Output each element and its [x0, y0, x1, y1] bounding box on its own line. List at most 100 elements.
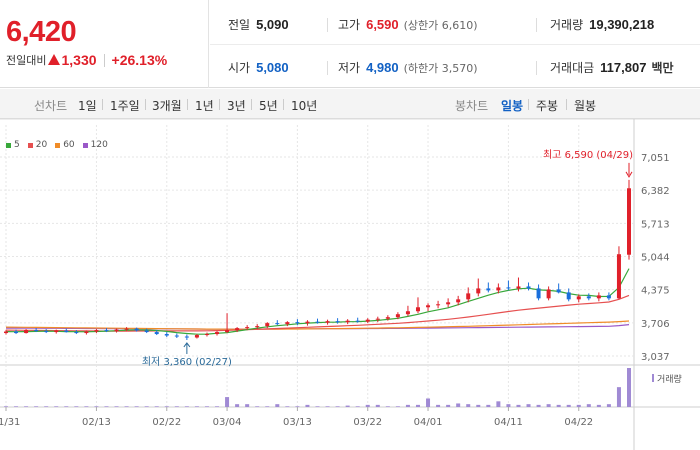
candle-body [305, 321, 310, 324]
candle-body [134, 328, 139, 331]
candle-body [265, 323, 270, 327]
change-row: 전일대비 1,330 +26.13% [6, 52, 167, 68]
high-arrow-head [625, 171, 633, 178]
row-divider [210, 44, 700, 45]
legend-ma120: 120 [82, 140, 108, 150]
volume-bar [596, 404, 601, 407]
period-1y[interactable]: 1년 [195, 99, 214, 113]
x-tick-label: 04/01 [414, 417, 443, 428]
candle-body [526, 286, 531, 289]
x-tick-label: 04/11 [494, 417, 523, 428]
volume-bar [325, 406, 330, 407]
up-triangle-icon [48, 53, 61, 65]
divider [283, 99, 284, 110]
open-stat: 시가 5,080 [228, 59, 289, 76]
period-10y[interactable]: 10년 [291, 99, 318, 113]
candle-body [415, 307, 420, 312]
period-3m[interactable]: 3개월 [152, 99, 182, 113]
volume-bar [556, 404, 561, 407]
period-3y[interactable]: 3년 [227, 99, 246, 113]
divider [536, 18, 537, 32]
candle-body [365, 319, 370, 322]
high-label: 고가 [338, 18, 361, 32]
candle-body [436, 304, 441, 306]
candle-body [466, 293, 471, 300]
legend-ma5: 5 [6, 140, 20, 150]
lower-limit: (하한가 3,570) [403, 62, 478, 75]
candle-body [315, 321, 320, 323]
volume-bar [466, 404, 471, 407]
candle-body [616, 254, 621, 299]
period-1d[interactable]: 1일 [78, 99, 97, 113]
low-arrow-head [183, 342, 191, 348]
candle-body [395, 314, 400, 318]
candle-body [476, 288, 481, 294]
y-tick-label: 5,044 [641, 253, 670, 264]
change-value: 1,330 [61, 52, 97, 68]
volume-bar [34, 406, 39, 407]
candle-monthly[interactable]: 월봉 [574, 99, 597, 113]
period-1w[interactable]: 1주일 [110, 99, 140, 113]
x-tick-label: 03/22 [353, 417, 382, 428]
divider [251, 99, 252, 110]
high-value: 6,590 [366, 17, 399, 32]
legend-swatch [55, 142, 61, 148]
candle-body [184, 336, 189, 338]
divider [566, 99, 567, 110]
candle-body [14, 331, 19, 334]
divider [219, 99, 220, 110]
candle-body [546, 289, 551, 299]
volume-legend-label: 거래량 [657, 373, 682, 385]
ma-legend: 5 20 60 120 [6, 140, 116, 150]
volume-value: 19,390,218 [589, 17, 655, 32]
low-stat: 저가 4,980 (하한가 3,570) [338, 59, 478, 76]
y-tick-label: 5,713 [641, 219, 670, 230]
candle-body [456, 299, 461, 303]
candle-body [114, 329, 119, 332]
volume-bar [215, 406, 220, 407]
candle-body [446, 302, 451, 305]
x-tick-label: 01/31 [0, 417, 20, 428]
volume-bar [54, 406, 59, 407]
volume-bar [405, 404, 410, 407]
stock-summary: 6,420 전일대비 1,330 +26.13% 전일 5,090 고가 6,5… [0, 0, 700, 88]
candle-daily[interactable]: 일봉 [501, 99, 524, 113]
candle-body [556, 289, 561, 293]
volume-bar [174, 406, 179, 407]
candle-body [516, 286, 521, 289]
divider [102, 99, 103, 110]
volume-bar [536, 404, 541, 407]
price-box: 6,420 전일대비 1,330 +26.13% [0, 0, 209, 88]
candle-body [24, 330, 29, 334]
candle-weekly[interactable]: 주봉 [536, 99, 559, 113]
candle-body [606, 295, 611, 299]
candle-body [325, 321, 330, 323]
candle-body [245, 327, 250, 329]
volume-bar [245, 404, 250, 407]
candle-body [154, 332, 159, 335]
volume-bar [144, 406, 149, 407]
candle-body [486, 288, 491, 291]
volume-bar [104, 406, 109, 407]
volume-bar [526, 404, 531, 407]
legend-ma60: 60 [55, 140, 75, 150]
volume-bar [566, 404, 571, 407]
candle-chart-label: 봉차트 [455, 99, 489, 113]
x-tick-label: 02/22 [152, 417, 181, 428]
volume-bar [395, 406, 400, 407]
current-price: 6,420 [6, 16, 77, 48]
divider [103, 53, 105, 67]
candle-body [345, 320, 350, 323]
period-5y[interactable]: 5년 [259, 99, 278, 113]
high-stat: 고가 6,590 (상한가 6,610) [338, 16, 478, 33]
y-tick-label: 4,375 [641, 286, 670, 297]
volume-bar [255, 406, 260, 407]
volume-bar [506, 404, 511, 407]
volume-bar [456, 403, 461, 407]
x-tick-label: 04/22 [564, 417, 593, 428]
candle-body [164, 334, 169, 336]
candle-body [275, 323, 280, 325]
volume-bar [164, 406, 169, 407]
volume-bar [627, 368, 631, 407]
divider [536, 61, 537, 75]
